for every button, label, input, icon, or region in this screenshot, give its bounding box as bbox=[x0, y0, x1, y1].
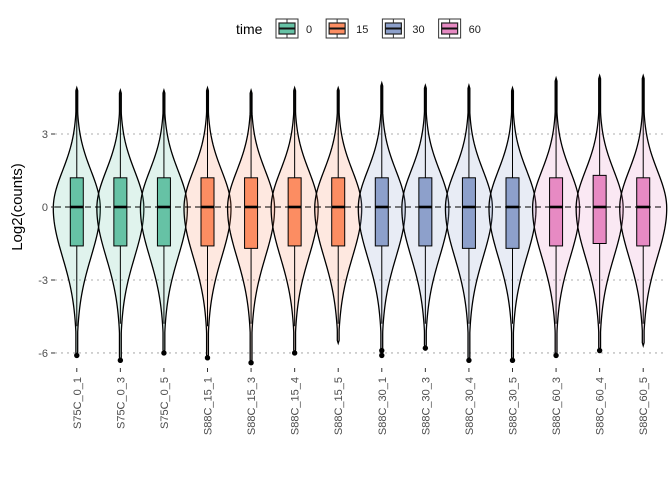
x-tick-label: S75C_0_5 bbox=[159, 377, 171, 429]
x-tick-label: S88C_30_5 bbox=[508, 377, 520, 435]
x-tick-label: S88C_30_3 bbox=[420, 377, 432, 435]
outlier-point bbox=[204, 355, 211, 361]
violin-S75C_0_5 bbox=[139, 88, 189, 356]
box bbox=[113, 177, 128, 247]
legend-entry-15: 15 bbox=[325, 18, 368, 39]
violin-S88C_30_3 bbox=[401, 83, 450, 351]
x-tick-label: S88C_60_3 bbox=[551, 377, 563, 435]
violin-S88C_15_5 bbox=[314, 85, 363, 346]
legend-title: time bbox=[236, 21, 263, 37]
outlier-point bbox=[553, 352, 559, 359]
x-tick-label: S88C_60_4 bbox=[595, 377, 607, 435]
legend-label: 60 bbox=[469, 24, 481, 36]
box bbox=[461, 177, 476, 249]
violin-S88C_30_4 bbox=[444, 83, 494, 363]
outlier-point bbox=[74, 352, 80, 359]
outlier-point bbox=[117, 357, 124, 363]
box bbox=[287, 177, 302, 247]
x-tick-label: S75C_0_1 bbox=[72, 377, 84, 429]
violins bbox=[52, 73, 668, 366]
violin-S88C_60_4 bbox=[575, 73, 624, 354]
y-axis: -6 -3 0 3 bbox=[38, 129, 55, 360]
outlier-point bbox=[509, 357, 516, 363]
box bbox=[374, 177, 389, 247]
y-axis-title: Log2(counts) bbox=[9, 163, 26, 251]
outlier-point bbox=[466, 357, 472, 363]
x-tick-label: S88C_15_4 bbox=[290, 377, 302, 435]
violin-S88C_15_3 bbox=[226, 87, 276, 366]
legend-entry-60: 60 bbox=[438, 18, 481, 39]
legend-entry-0: 0 bbox=[275, 18, 312, 39]
outlier-point bbox=[379, 352, 385, 359]
box bbox=[418, 177, 433, 247]
legend-label: 30 bbox=[412, 24, 424, 36]
violin-S88C_60_5 bbox=[619, 73, 668, 348]
box bbox=[331, 177, 346, 247]
box bbox=[200, 177, 215, 247]
box bbox=[156, 177, 171, 247]
violin-S88C_15_4 bbox=[270, 85, 319, 356]
x-tick-label: S75C_0_3 bbox=[115, 377, 127, 429]
outlier-point bbox=[161, 350, 167, 356]
violin-S88C_15_1 bbox=[183, 85, 232, 361]
outlier-point bbox=[248, 360, 254, 366]
x-tick-label: S88C_15_3 bbox=[246, 377, 258, 435]
violin-S75C_0_3 bbox=[96, 87, 145, 363]
violin-S88C_30_1 bbox=[357, 80, 406, 359]
x-tick-label: S88C_15_5 bbox=[333, 377, 345, 435]
y-tick-label: -3 bbox=[38, 275, 48, 287]
box bbox=[592, 174, 607, 244]
y-tick-label: -6 bbox=[38, 348, 48, 360]
x-tick-label: S88C_60_5 bbox=[638, 377, 650, 435]
box bbox=[549, 177, 564, 247]
y-tick-label: 0 bbox=[42, 202, 48, 214]
outlier-point bbox=[422, 345, 429, 351]
legend-label: 0 bbox=[306, 24, 312, 36]
box bbox=[505, 177, 520, 249]
x-tick-label: S88C_30_4 bbox=[464, 377, 476, 435]
box bbox=[636, 177, 651, 247]
x-tick-label: S88C_15_1 bbox=[203, 377, 215, 435]
violin-S88C_60_3 bbox=[531, 75, 581, 359]
x-tick-label: S88C_30_1 bbox=[377, 377, 389, 435]
x-axis: S75C_0_1 S75C_0_3 S75C_0_5 S88C_15_1 S88C_15… bbox=[72, 368, 650, 435]
outlier-point bbox=[291, 350, 298, 356]
box bbox=[69, 177, 84, 247]
y-tick-label: 3 bbox=[42, 129, 48, 141]
outlier-point bbox=[379, 347, 385, 354]
legend: time 0 15 30 60 bbox=[236, 18, 481, 39]
violin-S88C_30_5 bbox=[488, 85, 537, 363]
legend-entry-30: 30 bbox=[381, 18, 425, 39]
violin-S75C_0_1 bbox=[52, 85, 101, 359]
outlier-point bbox=[596, 347, 603, 354]
legend-label: 15 bbox=[356, 24, 368, 36]
box bbox=[244, 177, 259, 249]
